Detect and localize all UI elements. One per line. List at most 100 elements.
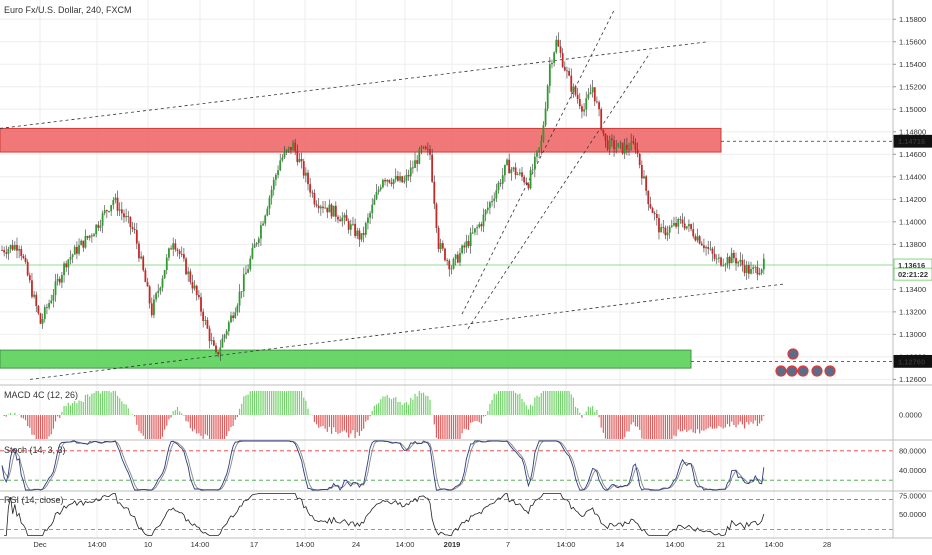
candle-up [718, 257, 720, 259]
candle-down [5, 252, 8, 254]
candle-down [315, 204, 318, 206]
event-marker[interactable] [811, 365, 823, 377]
candle-up [533, 156, 536, 170]
candle-up [745, 265, 748, 273]
event-marker[interactable] [786, 365, 798, 377]
price-badge [893, 354, 932, 368]
candle-down [456, 254, 459, 263]
candle-up [529, 170, 532, 189]
y-tick-label: 1.13200 [899, 307, 926, 316]
candle-down [732, 252, 735, 259]
candle-up [262, 223, 264, 226]
candle-down [683, 223, 686, 229]
candle-up [666, 232, 669, 236]
candle-up [193, 285, 196, 289]
candle-up [591, 87, 594, 93]
y-tick-label: 1.15200 [899, 82, 926, 91]
candle-down [416, 160, 419, 164]
candle-up [478, 224, 481, 228]
candle-up [257, 238, 260, 243]
candle-up [268, 197, 271, 209]
candle-up [726, 257, 729, 265]
candle-up [101, 213, 104, 226]
candle-up [615, 147, 618, 149]
candle-down [658, 217, 660, 233]
candle-up [754, 266, 757, 268]
candle-up [43, 307, 46, 320]
candle-down [707, 246, 710, 249]
candle-up [360, 233, 363, 240]
candle-down [200, 297, 202, 312]
candle-down [448, 260, 451, 270]
event-markers[interactable] [775, 348, 836, 377]
x-tick-label: 10 [144, 540, 152, 549]
candle-down [326, 207, 329, 213]
candle-down [135, 229, 138, 244]
event-marker[interactable] [824, 365, 836, 377]
candle-up [125, 216, 128, 218]
candle-up [275, 174, 277, 180]
candle-down [212, 340, 215, 346]
candle-down [313, 192, 316, 205]
candle-up [69, 257, 72, 260]
candle-up [155, 293, 157, 300]
candle-up [153, 299, 155, 316]
candle-up [544, 108, 547, 126]
price-axis: 1.15800 1.15600 1.15400 1.15200 1.15000 1.148… [893, 15, 932, 519]
candle-down [561, 53, 564, 67]
x-tick-label: 14:00 [191, 540, 210, 549]
candle-up [73, 246, 76, 255]
lower-trendline [29, 283, 787, 380]
candle-up [630, 141, 633, 150]
candle-up [608, 138, 611, 150]
candle-up [619, 142, 622, 144]
candle-down [743, 265, 746, 273]
candle-down [557, 39, 560, 47]
candle-down [217, 352, 220, 355]
candle-up [420, 147, 423, 149]
x-tick-label: 14:00 [396, 540, 415, 549]
candle-up [623, 144, 626, 154]
candle-down [28, 275, 31, 281]
candle-down [613, 140, 615, 149]
candle-up [221, 338, 224, 348]
candle-up [510, 169, 513, 174]
candle-up [266, 208, 269, 216]
candle-up [227, 322, 230, 332]
candle-down [638, 153, 641, 165]
candle-down [756, 266, 759, 275]
candle-up [159, 287, 162, 291]
candle-up [223, 334, 226, 339]
event-marker[interactable] [787, 348, 799, 360]
candle-down [559, 46, 562, 54]
candle-up [422, 146, 425, 148]
stoch-k-line [1, 440, 765, 491]
candle-down [138, 243, 140, 259]
event-marker[interactable] [775, 365, 787, 377]
candle-down [354, 223, 356, 236]
candle-down [20, 249, 23, 257]
candle-down [563, 66, 566, 71]
candle-up [454, 254, 457, 259]
candle-up [484, 210, 487, 215]
candle-down [215, 345, 217, 353]
stochastic-lines [0, 440, 893, 491]
candle-up [328, 204, 331, 213]
candle-down [334, 205, 337, 217]
candle-up [332, 205, 335, 217]
candle-up [287, 146, 290, 150]
candle-up [405, 174, 408, 181]
candle-down [645, 176, 648, 191]
candle-up [187, 271, 190, 275]
candle-up [367, 217, 369, 224]
x-tick-label: 14:00 [765, 540, 784, 549]
candle-up [349, 224, 352, 230]
candle-down [131, 227, 134, 230]
x-tick-label: 2019 [444, 540, 461, 549]
candle-up [660, 227, 663, 233]
event-marker[interactable] [797, 365, 809, 377]
rsi-pane-title: RSI (14, close) [4, 495, 64, 505]
x-tick-label: Dec [33, 540, 47, 549]
